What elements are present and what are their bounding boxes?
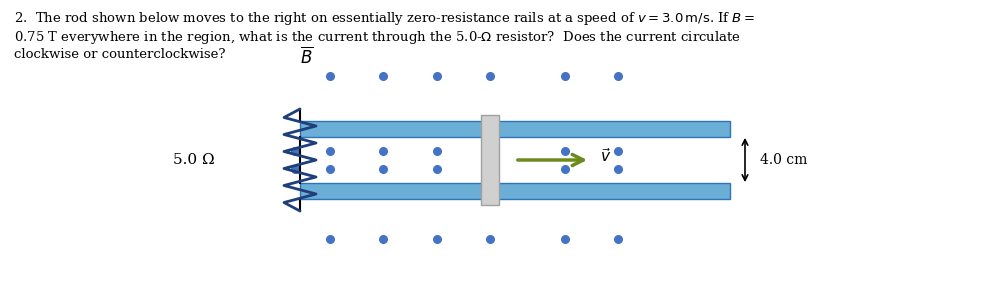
Text: $\overline{B}$: $\overline{B}$: [300, 46, 313, 67]
Text: 5.0 Ω: 5.0 Ω: [173, 153, 215, 167]
Text: 4.0 cm: 4.0 cm: [760, 153, 807, 167]
Bar: [481, 115, 499, 205]
Bar: [300, 183, 730, 199]
Text: $\vec{v}$: $\vec{v}$: [600, 147, 611, 165]
Bar: [300, 121, 730, 137]
Text: clockwise or counterclockwise?: clockwise or counterclockwise?: [14, 48, 226, 61]
Text: 2.  The rod shown below moves to the right on essentially zero-resistance rails : 2. The rod shown below moves to the righ…: [14, 10, 755, 27]
Text: 0.75 T everywhere in the region, what is the current through the 5.0-$\Omega$ re: 0.75 T everywhere in the region, what is…: [14, 29, 741, 46]
